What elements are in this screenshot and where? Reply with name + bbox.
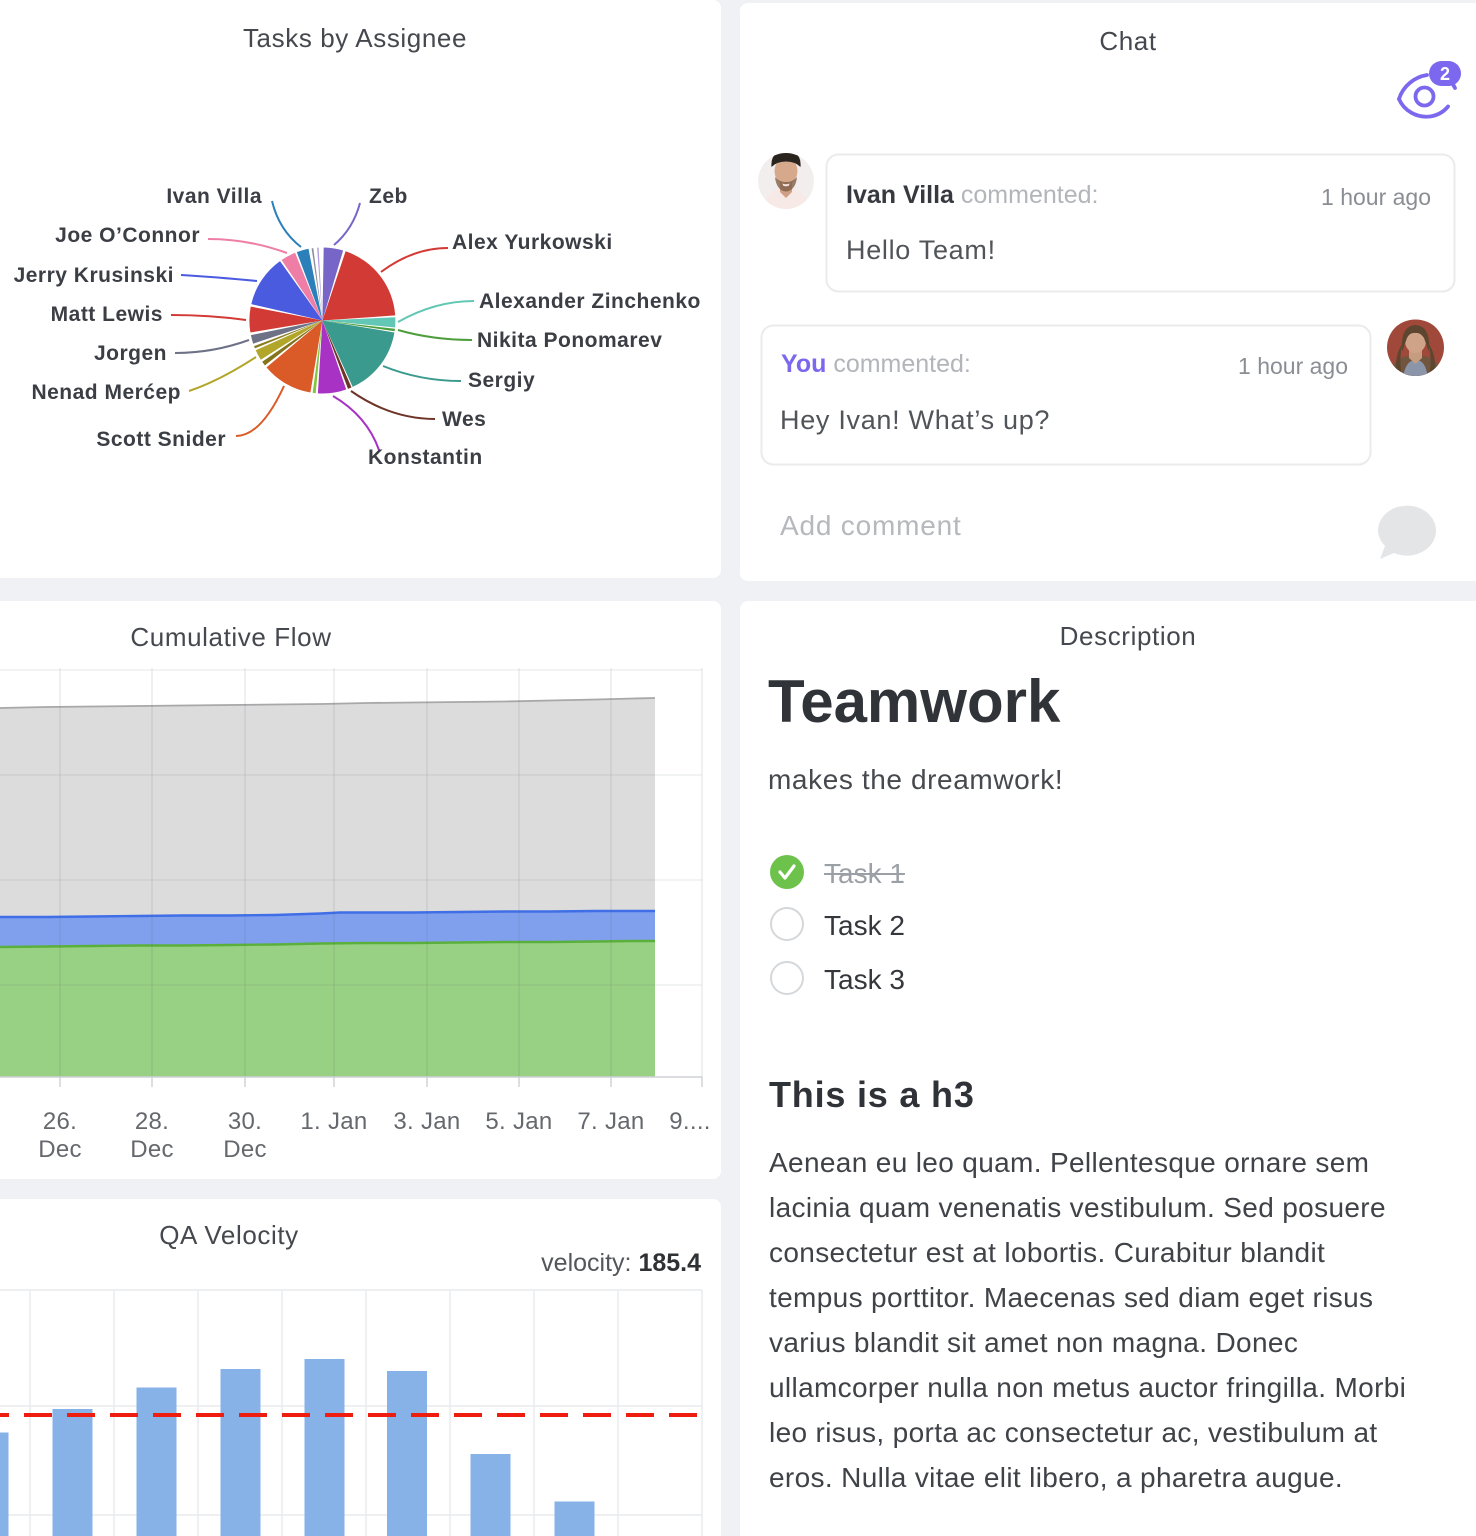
svg-text:2: 2 — [1440, 64, 1450, 84]
